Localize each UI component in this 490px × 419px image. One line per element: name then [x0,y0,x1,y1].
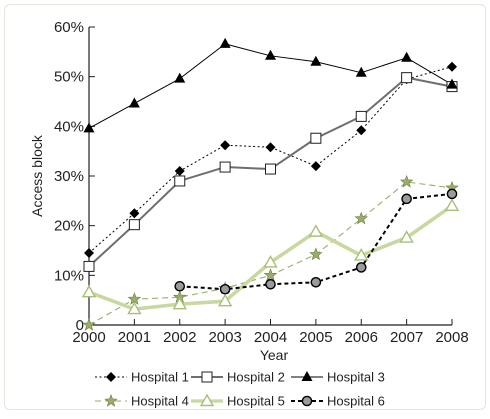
legend-item: Hospital 6 [291,394,385,409]
data-point-series-1 [174,166,185,177]
chart-frame: 0 10% 20% 30% 40% 50% 60% 2000 2001 2002 2003 2004 2… [4,4,486,410]
legend-label: Hospital 6 [327,394,385,409]
data-point-series-5 [217,293,233,307]
legend-marker [201,371,213,383]
x-tick-label: 2008 [435,329,468,346]
data-point-series-5 [127,301,142,315]
data-point-series-2 [128,219,140,231]
data-point-series-4 [82,317,96,331]
y-axis-title: Access block [29,134,45,217]
x-tick-label: 2005 [299,329,332,346]
line-chart: 0 10% 20% 30% 40% 50% 60% 2000 2001 2002 2003 2004 2… [29,19,469,409]
legend-label: Hospital 2 [227,370,285,385]
legend-marker [301,371,313,381]
legend-marker [199,393,215,407]
data-point-series-6 [219,283,231,295]
data-point-series-5 [399,230,414,243]
legend-marker [301,395,313,407]
x-axis-title: Year [260,347,289,363]
y-tick-label: 60% [54,19,84,36]
legend-label: Hospital 1 [131,370,189,385]
data-point-series-4 [263,268,278,282]
data-point-series-6 [174,280,186,292]
data-point-series-6 [401,193,412,205]
data-point-series-3 [265,49,276,60]
y-tick-label: 0 [76,317,84,334]
data-point-series-5 [308,224,324,237]
x-tick-label: 2007 [390,329,423,346]
data-point-series-4 [309,247,323,261]
data-point-series-3 [355,66,367,77]
data-point-series-1 [84,247,94,258]
data-point-series-2 [310,132,322,144]
y-tick-label: 10% [54,267,84,284]
data-point-series-3 [219,37,231,48]
series-line-1 [88,66,453,254]
x-tick-label: 2000 [72,329,105,346]
data-point-series-3 [83,122,95,133]
data-point-series-6 [355,262,367,273]
data-point-series-2 [83,260,95,272]
legend-item: Hospital 5 [191,394,285,409]
y-tick-label: 40% [54,118,84,135]
data-point-series-6 [310,276,322,288]
series-layer [81,37,460,331]
data-point-series-2 [355,110,367,122]
y-tick-label: 20% [54,218,84,235]
legend-marker [104,393,118,407]
legend-item: Hospital 4 [95,394,189,409]
data-point-series-3 [401,51,413,62]
data-point-series-1 [220,140,231,151]
x-tick-label: 2002 [163,329,196,346]
data-point-series-5 [444,198,460,211]
data-point-series-1 [356,125,367,136]
data-point-series-3 [174,72,186,83]
legend: Hospital 1 Hospital 2 Hospital 3 Hospital 4… [95,370,385,409]
legend-item: Hospital 3 [291,370,385,385]
series-line-4 [88,181,453,326]
data-point-series-5 [354,248,369,261]
x-tick-label: 2006 [345,329,378,346]
data-point-series-3 [446,78,458,89]
x-tick-label: 2004 [254,329,287,346]
data-point-series-6 [265,278,276,290]
data-point-series-4 [399,174,414,188]
data-point-series-1 [447,61,457,72]
data-point-series-6 [446,188,458,200]
data-point-series-1 [265,142,276,153]
data-point-series-2 [174,175,186,187]
y-tick-label: 30% [54,168,84,185]
data-point-series-2 [401,72,413,84]
legend-label: Hospital 5 [227,394,285,409]
y-tick-label: 50% [54,69,84,86]
data-point-series-3 [128,97,140,108]
data-point-series-1 [310,161,321,172]
legend-marker [106,372,116,382]
legend-label: Hospital 4 [131,394,189,409]
data-point-series-5 [263,255,278,268]
data-point-series-3 [310,55,322,66]
data-point-series-1 [129,208,140,219]
x-tick-label: 2001 [118,329,151,346]
data-point-series-5 [81,284,97,298]
data-point-series-5 [172,296,187,310]
legend-label: Hospital 3 [327,370,385,385]
data-point-series-4 [354,211,368,225]
x-tick-label: 2003 [208,329,241,346]
legend-item: Hospital 1 [95,370,189,385]
data-point-series-2 [219,161,231,173]
legend-item: Hospital 2 [191,370,285,385]
axes: 0 10% 20% 30% 40% 50% 60% 2000 2001 2002 2003 2004 2… [54,19,469,346]
data-point-series-2 [265,163,276,175]
